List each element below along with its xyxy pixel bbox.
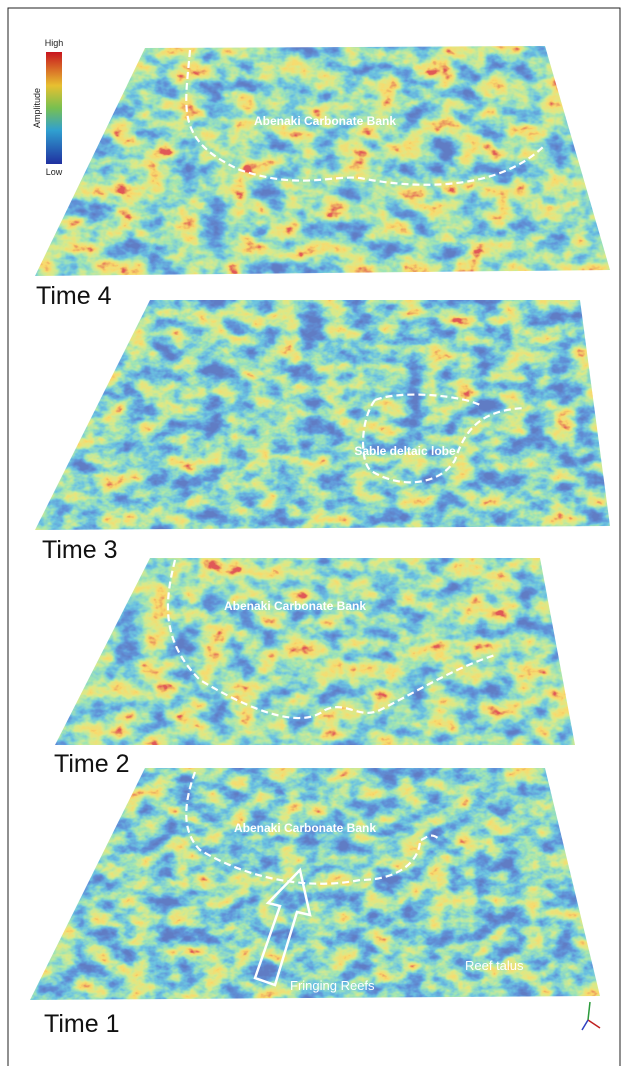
time-label: Time 3 bbox=[42, 536, 117, 564]
legend-high: High bbox=[45, 38, 64, 48]
legend-low: Low bbox=[46, 167, 63, 177]
legend-title: Amplitude bbox=[32, 88, 42, 128]
time-label: Time 1 bbox=[44, 1010, 119, 1038]
annotation: Abenaki Carbonate Bank bbox=[254, 114, 396, 128]
annotation: Reef talus bbox=[465, 958, 524, 973]
annotation: Abenaki Carbonate Bank bbox=[234, 821, 376, 835]
annotation: Sable deltaic lobe bbox=[354, 444, 456, 458]
annotation: Fringing Reefs bbox=[290, 978, 375, 993]
amplitude-map bbox=[35, 300, 610, 530]
figure: High Low Amplitude Abenaki Carbonate Ban… bbox=[0, 0, 627, 1066]
time-label: Time 2 bbox=[54, 750, 129, 778]
axis-indicator bbox=[582, 1002, 600, 1030]
annotation: Abenaki Carbonate Bank bbox=[224, 599, 366, 613]
amplitude-map bbox=[55, 558, 575, 745]
colorbar bbox=[46, 52, 62, 164]
time-label: Time 4 bbox=[36, 282, 112, 310]
